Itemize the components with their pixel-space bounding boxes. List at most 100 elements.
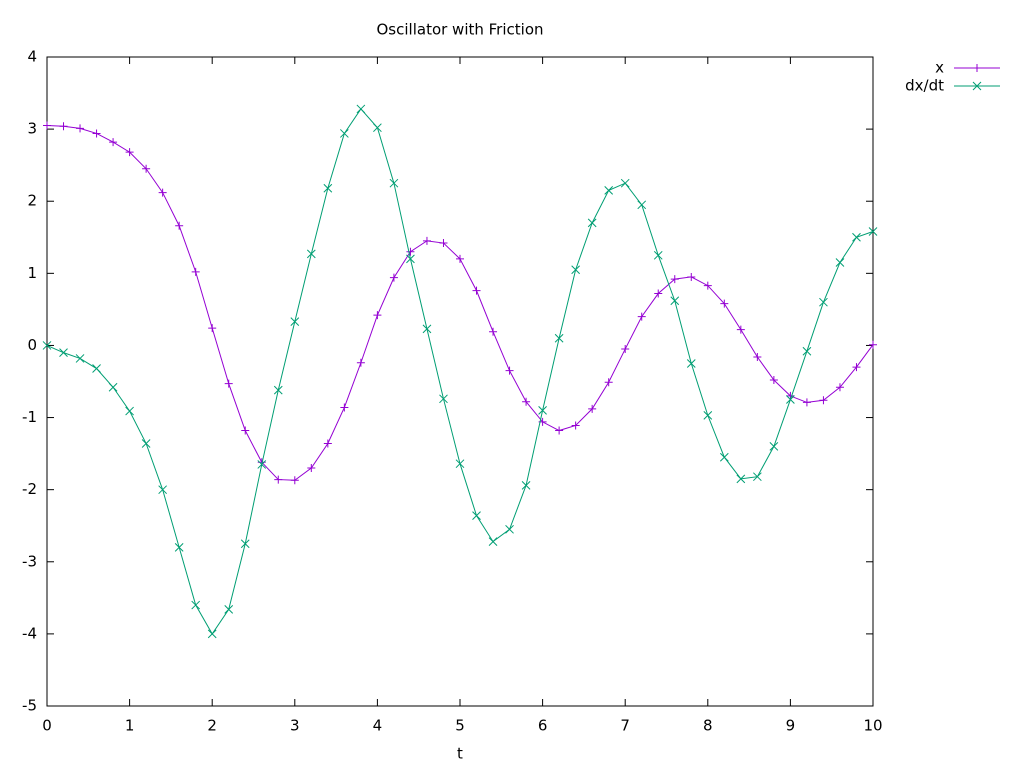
data-point	[769, 376, 778, 385]
data-point	[720, 299, 729, 308]
data-point	[257, 460, 267, 469]
series-line	[46, 125, 874, 481]
data-point	[703, 411, 713, 420]
data-point	[869, 340, 877, 349]
data-point	[389, 178, 399, 188]
data-point	[835, 383, 844, 392]
data-point	[207, 629, 217, 639]
data-point	[505, 366, 514, 375]
data-point	[456, 254, 464, 263]
data-point	[736, 474, 746, 484]
data-point	[538, 405, 547, 415]
data-point	[406, 254, 415, 264]
data-point	[125, 406, 134, 416]
x-tick-label: 8	[703, 717, 713, 735]
data-point	[868, 227, 878, 236]
data-point	[43, 121, 51, 130]
data-point	[323, 183, 333, 193]
y-tick-label: 0	[27, 336, 37, 354]
y-tick-label: 1	[27, 264, 37, 282]
data-point	[422, 324, 432, 334]
chart-title: Oscillator with Friction	[377, 21, 544, 39]
data-point	[604, 378, 613, 387]
data-point	[670, 296, 680, 306]
data-point	[141, 439, 151, 448]
data-point	[273, 385, 283, 395]
data-point	[455, 459, 465, 469]
data-point	[290, 476, 299, 485]
data-point	[108, 382, 118, 392]
data-point	[76, 124, 85, 133]
data-point	[719, 452, 729, 462]
series-line	[46, 108, 874, 635]
data-point	[819, 297, 828, 307]
data-point	[290, 317, 300, 327]
data-point	[241, 426, 250, 435]
data-point	[59, 122, 68, 131]
data-point	[42, 341, 52, 350]
data-point	[786, 395, 795, 404]
data-point	[224, 605, 234, 614]
y-tick-label: 3	[27, 120, 37, 138]
data-point	[637, 200, 647, 210]
plot-border	[46, 56, 874, 707]
y-tick-label: -3	[22, 552, 37, 570]
data-point	[653, 250, 663, 260]
data-point	[505, 524, 514, 534]
data-point	[489, 327, 498, 336]
x-axis-label: t	[457, 745, 463, 763]
data-point	[835, 258, 845, 267]
data-point	[109, 138, 118, 147]
data-point	[158, 188, 167, 197]
data-point	[356, 104, 366, 114]
x-tick-label: 1	[125, 717, 135, 735]
data-point	[175, 221, 184, 230]
data-point	[753, 472, 762, 482]
y-tick-label: -1	[22, 408, 37, 426]
data-point	[191, 267, 200, 276]
y-tick-label: -2	[22, 480, 37, 498]
data-point	[75, 354, 85, 363]
data-point	[637, 312, 646, 321]
data-point	[340, 129, 349, 138]
data-point	[142, 164, 151, 173]
data-point	[670, 275, 679, 284]
data-point	[621, 345, 630, 354]
data-point	[703, 281, 712, 290]
data-point	[521, 480, 531, 490]
data-point	[92, 364, 101, 373]
data-point	[472, 511, 481, 520]
data-point	[373, 311, 382, 320]
legend-label: x	[935, 59, 944, 77]
x-tick-label: 6	[538, 717, 548, 735]
legend-marker	[973, 64, 981, 72]
data-point	[588, 404, 597, 413]
y-tick-label: -4	[22, 624, 37, 642]
data-point	[389, 273, 398, 282]
data-point	[488, 537, 498, 546]
data-point	[240, 539, 250, 549]
data-point	[852, 232, 861, 242]
data-point	[439, 239, 448, 248]
data-point	[274, 475, 283, 484]
data-point	[373, 123, 382, 133]
x-tick-label: 4	[373, 717, 383, 735]
data-point	[306, 249, 316, 259]
data-point	[323, 439, 332, 448]
data-point	[208, 324, 217, 333]
data-point	[224, 379, 233, 388]
data-point	[472, 286, 481, 295]
data-point	[687, 272, 696, 281]
data-point	[802, 398, 811, 407]
data-point	[686, 359, 696, 368]
data-point	[802, 346, 812, 356]
data-point	[125, 148, 134, 157]
x-tick-label: 9	[786, 717, 796, 735]
data-point	[819, 396, 828, 405]
y-tick-label: 4	[27, 48, 37, 66]
data-point	[555, 426, 564, 435]
y-tick-label: -5	[22, 697, 37, 715]
data-point	[356, 358, 365, 367]
x-tick-label: 5	[455, 717, 465, 735]
